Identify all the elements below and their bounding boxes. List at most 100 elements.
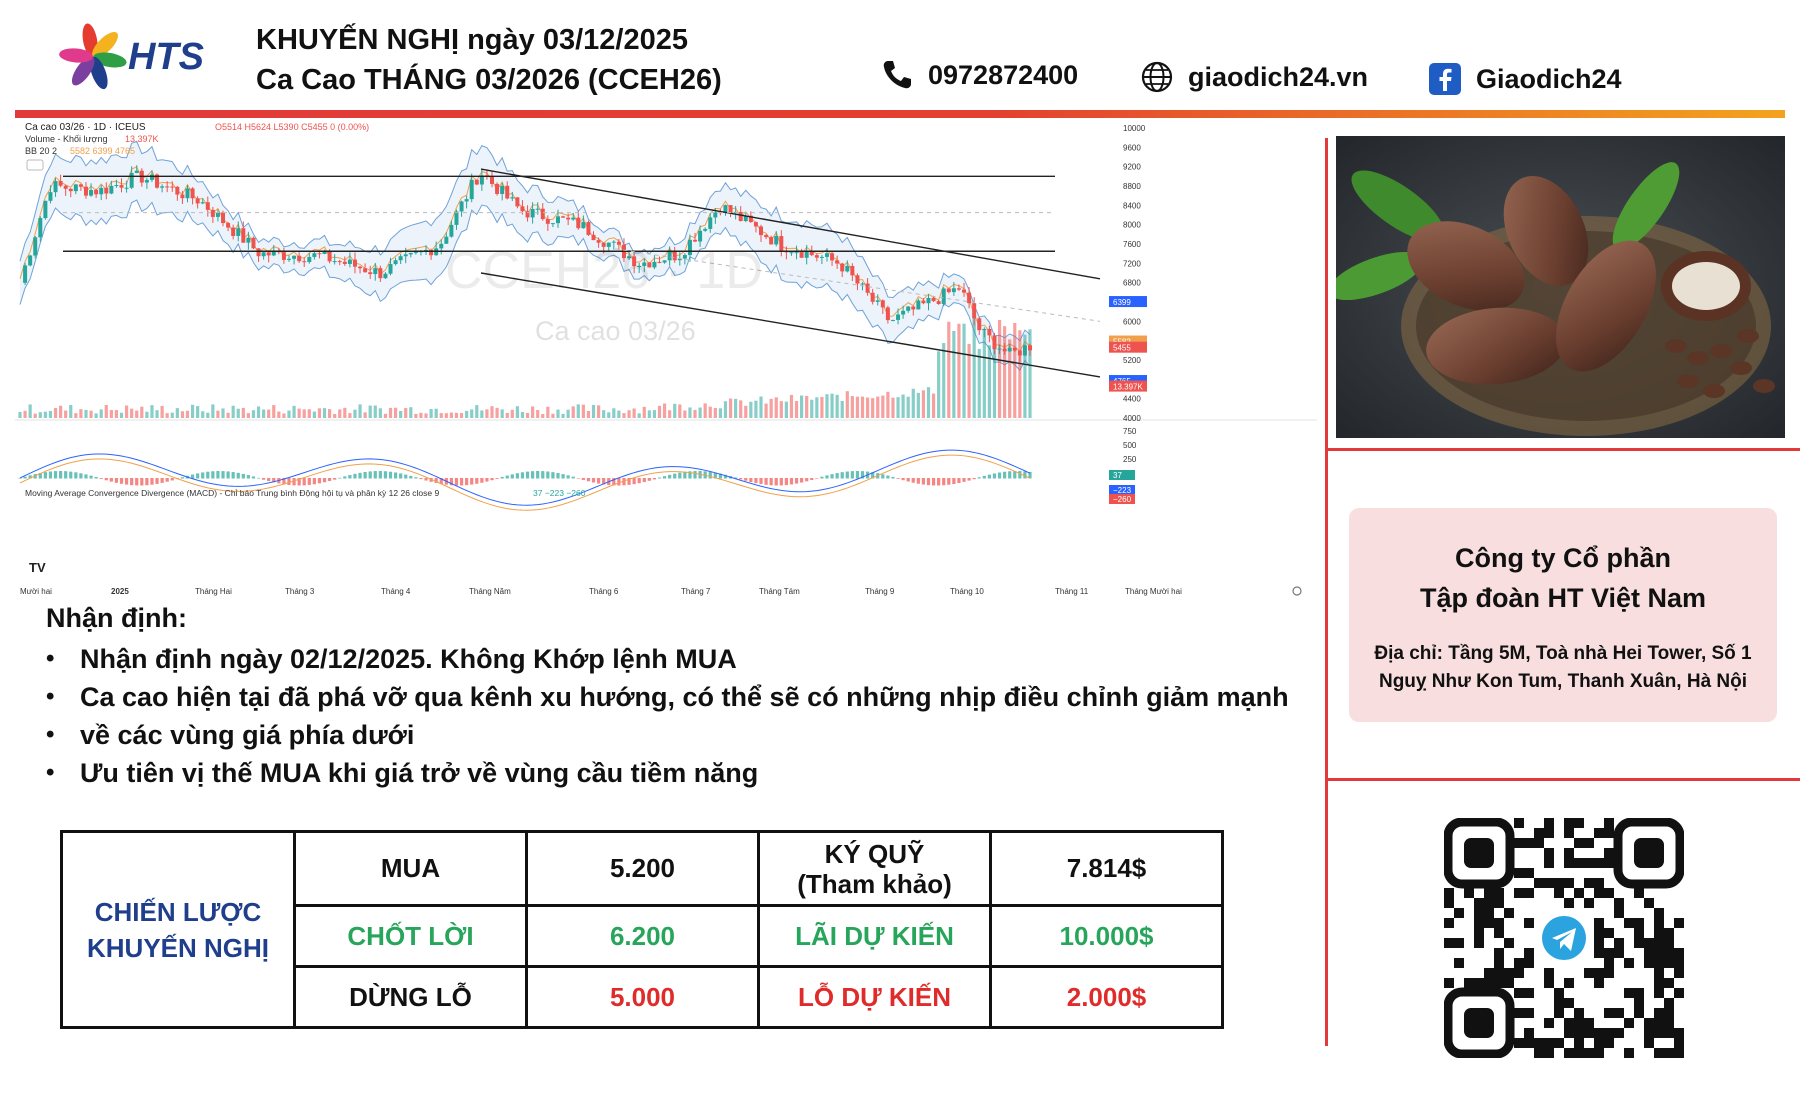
macd-tick-label: 500 (1123, 441, 1137, 450)
volume-bar (835, 394, 839, 418)
candle-body (576, 217, 581, 229)
contact-facebook[interactable]: Giaodich24 (1428, 62, 1622, 96)
candle-body (38, 218, 43, 238)
qr-module (1514, 838, 1524, 848)
qr-module (1634, 888, 1644, 898)
volume-bar (561, 413, 565, 418)
volume-bar (1003, 326, 1007, 418)
volume-bar (94, 413, 98, 418)
qr-module (1614, 908, 1624, 918)
qr-module (1604, 1028, 1614, 1038)
volume-bar (475, 405, 479, 418)
volume-bar (465, 410, 469, 418)
analysis-list: Nhận định ngày 02/12/2025. Không Khớp lệ… (46, 640, 1306, 792)
volume-bar (860, 396, 865, 418)
volume-bar (114, 410, 119, 418)
expected-profit-label: LÃI DỰ KIẾN (757, 904, 992, 968)
volume-bar (972, 317, 976, 418)
volume-bar (333, 413, 337, 418)
macd-histogram-bar (155, 478, 159, 484)
qr-module (1664, 938, 1674, 948)
contact-phone[interactable]: 0972872400 (880, 58, 1078, 92)
chart-ohlc: O5514 H5624 L5390 C5455 0 (0.00%) (215, 122, 369, 132)
dashed-trend (614, 248, 1101, 322)
qr-module (1634, 938, 1644, 948)
candle-body (302, 261, 307, 263)
contact-website[interactable]: giaodich24.vn (1140, 60, 1368, 94)
volume-bar (602, 410, 606, 418)
qr-module (1494, 978, 1504, 988)
qr-module (1494, 918, 1504, 928)
qr-module (1634, 988, 1644, 998)
volume-bar (272, 405, 276, 418)
volume-bar (586, 410, 591, 418)
candle-body (794, 252, 799, 254)
right-panel-separator (1325, 778, 1800, 781)
macd-histogram-bar (657, 477, 662, 479)
macd-histogram-bar (23, 476, 27, 479)
volume-bar (678, 404, 682, 418)
candle-body (185, 188, 190, 199)
candle-body (941, 288, 946, 304)
volume-bar (921, 390, 926, 418)
qr-module (1584, 898, 1594, 908)
macd-histogram-bar (931, 478, 936, 486)
macd-histogram-bar (459, 478, 464, 486)
qr-module (1574, 858, 1584, 868)
volume-bar (196, 406, 200, 418)
qr-module (1584, 1048, 1594, 1058)
volume-bar (282, 413, 286, 418)
qr-module (1474, 978, 1484, 988)
candle-body (921, 300, 926, 304)
volume-bar (495, 407, 499, 418)
candle-body (682, 255, 687, 259)
pinwheel-logo-icon (59, 23, 127, 90)
candle-body (642, 262, 647, 267)
volume-bar (383, 413, 388, 418)
candle-body (982, 328, 987, 331)
telegram-qr-code[interactable] (1444, 818, 1684, 1058)
collapse-legend-button[interactable] (26, 159, 44, 171)
candle-body (545, 219, 550, 224)
qr-module (1634, 928, 1644, 938)
price-tick-label: 5200 (1123, 356, 1141, 365)
candle-body (281, 252, 286, 260)
macd-histogram-bar (942, 478, 946, 486)
volume-bar (718, 408, 723, 418)
qr-module (1494, 888, 1504, 898)
macd-histogram-bar (896, 478, 900, 479)
qr-module (1504, 938, 1514, 948)
macd-histogram-bar (373, 471, 377, 479)
volume-bar (368, 405, 372, 418)
macd-histogram-bar (64, 471, 68, 479)
stop-loss-price: 5.000 (525, 965, 760, 1029)
candle-body (698, 230, 703, 242)
candle-body (911, 306, 916, 310)
candle-body (637, 266, 642, 268)
margin-value: 7.814$ (989, 830, 1224, 907)
volume-bar (246, 413, 250, 418)
qr-module (1604, 948, 1614, 958)
volume-bar (911, 388, 915, 418)
candle-body (83, 186, 88, 196)
qr-module (1674, 1048, 1684, 1058)
macd-histogram-bar (18, 478, 22, 479)
qr-module (1544, 1038, 1554, 1048)
volume-bar (865, 397, 870, 418)
volume-bar (470, 409, 474, 418)
expected-loss-label: LỖ DỰ KIẾN (757, 965, 992, 1029)
candle-body (728, 205, 733, 213)
volume-bar (896, 397, 900, 418)
macd-badge-label: −223 (1113, 486, 1132, 495)
macd-histogram-bar (231, 472, 235, 479)
volume-bar (99, 409, 103, 418)
phone-number: 0972872400 (928, 59, 1079, 90)
candle-body (799, 252, 804, 258)
candle-body (906, 306, 911, 311)
macd-histogram-bar (805, 478, 809, 482)
settings-gear-icon[interactable] (1292, 586, 1302, 596)
macd-histogram-bar (211, 471, 215, 479)
candle-body (190, 188, 195, 199)
candle-body (444, 236, 449, 244)
candle-body (764, 235, 769, 238)
